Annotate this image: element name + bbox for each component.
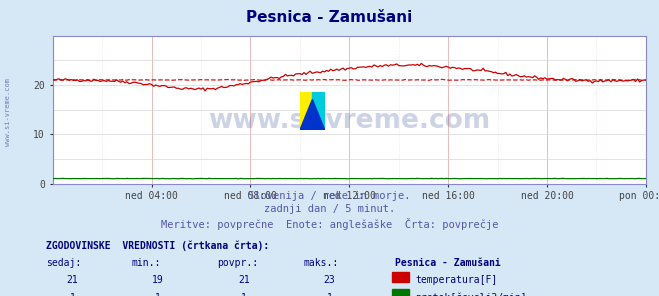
Bar [392, 272, 409, 282]
Text: www.si-vreme.com: www.si-vreme.com [5, 78, 11, 147]
Text: 1: 1 [70, 293, 75, 296]
Text: sedaj:: sedaj: [46, 258, 81, 268]
Text: 1: 1 [156, 293, 161, 296]
Text: 1: 1 [327, 293, 332, 296]
Bar [300, 92, 312, 130]
Text: Slovenija / reke in morje.: Slovenija / reke in morje. [248, 191, 411, 201]
Text: Meritve: povprečne  Enote: anglešaške  Črta: povprečje: Meritve: povprečne Enote: anglešaške Črt… [161, 218, 498, 230]
Text: temperatura[F]: temperatura[F] [415, 275, 498, 285]
Text: zadnji dan / 5 minut.: zadnji dan / 5 minut. [264, 204, 395, 214]
Bar [312, 92, 325, 130]
Text: povpr.:: povpr.: [217, 258, 258, 268]
Text: pretok[čevelj3/min]: pretok[čevelj3/min] [415, 293, 527, 296]
Text: Pesnica - Zamušani: Pesnica - Zamušani [395, 258, 501, 268]
Text: ZGODOVINSKE  VREDNOSTI (črtkana črta):: ZGODOVINSKE VREDNOSTI (črtkana črta): [46, 241, 270, 251]
Polygon shape [300, 99, 325, 130]
Text: Pesnica - Zamušani: Pesnica - Zamušani [246, 10, 413, 25]
Text: 1: 1 [241, 293, 246, 296]
Text: 23: 23 [324, 275, 335, 285]
Text: 21: 21 [238, 275, 250, 285]
Text: www.si-vreme.com: www.si-vreme.com [208, 108, 490, 134]
Text: 21: 21 [67, 275, 78, 285]
Bar [392, 289, 409, 296]
Text: min.:: min.: [132, 258, 161, 268]
Text: maks.:: maks.: [303, 258, 338, 268]
Text: 19: 19 [152, 275, 164, 285]
